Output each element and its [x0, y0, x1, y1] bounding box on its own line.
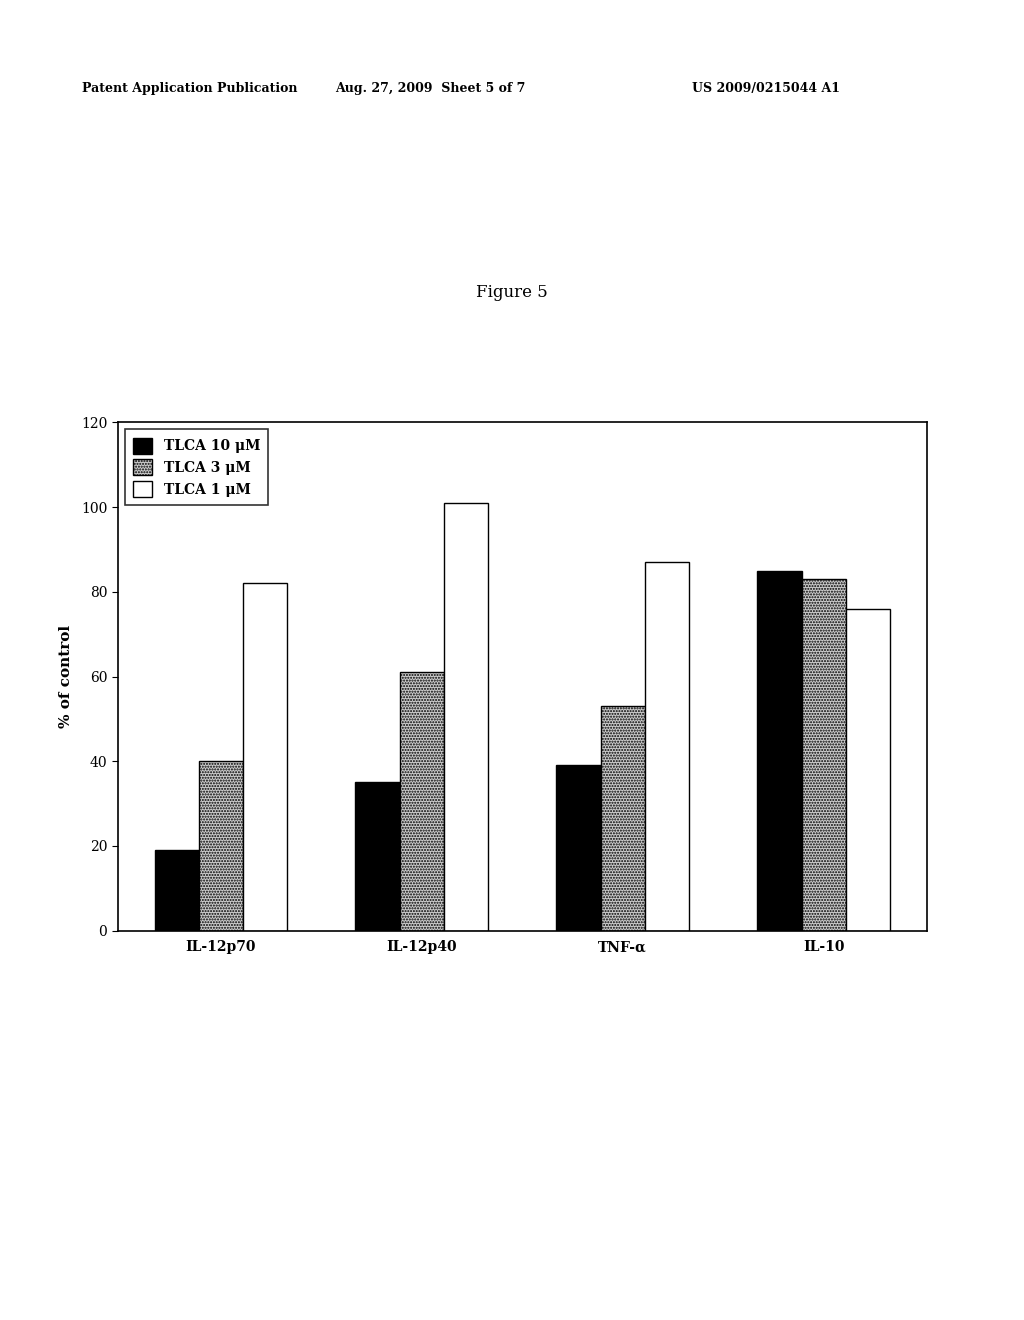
Bar — [802, 579, 846, 931]
Text: Figure 5: Figure 5 — [476, 284, 548, 301]
Bar — [355, 783, 399, 931]
Text: US 2009/0215044 A1: US 2009/0215044 A1 — [691, 82, 840, 95]
Bar — [556, 766, 601, 931]
Bar — [846, 609, 890, 931]
Bar — [199, 762, 243, 931]
Text: Aug. 27, 2009  Sheet 5 of 7: Aug. 27, 2009 Sheet 5 of 7 — [335, 82, 525, 95]
Bar — [758, 570, 802, 931]
Y-axis label: % of control: % of control — [58, 624, 73, 729]
Bar — [645, 562, 689, 931]
Legend: TLCA 10 μM, TLCA 3 μM, TLCA 1 μM: TLCA 10 μM, TLCA 3 μM, TLCA 1 μM — [125, 429, 268, 506]
Bar — [399, 672, 443, 931]
Bar — [443, 503, 488, 931]
Bar — [601, 706, 645, 931]
Text: Patent Application Publication: Patent Application Publication — [82, 82, 297, 95]
Bar — [155, 850, 199, 931]
Bar — [243, 583, 287, 931]
